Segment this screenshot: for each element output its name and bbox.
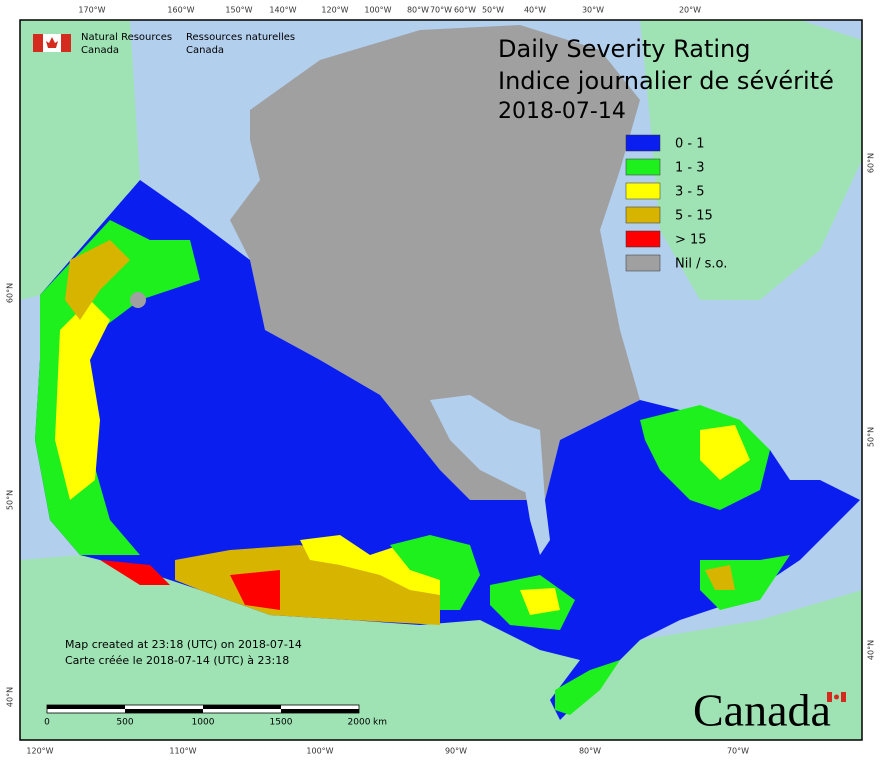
lon-label: 90°W: [445, 747, 467, 756]
alaska: [20, 20, 140, 300]
legend-label: 5 - 15: [675, 209, 713, 224]
flag-bar: [827, 692, 832, 702]
flag-bar: [33, 34, 43, 52]
wordmark-flag: [827, 692, 846, 702]
james-bay: [525, 490, 550, 555]
agency-fr: Ressources naturelles: [186, 32, 295, 43]
scale-label: 1000: [192, 718, 215, 728]
nrcan-logo: [33, 34, 71, 52]
lat-label: 50°N: [867, 427, 876, 447]
lat-label: 40°N: [867, 640, 876, 660]
legend-swatch: [625, 134, 661, 152]
severity-region: [65, 240, 130, 320]
severity-region: [130, 292, 146, 308]
lon-label: 70°W: [430, 6, 452, 15]
wordmark: Canada: [693, 685, 831, 736]
lat-label: 40°N: [6, 687, 15, 707]
lon-label: 40°W: [524, 6, 546, 15]
severity-region: [230, 570, 280, 610]
lon-label: 110°W: [169, 747, 196, 756]
lon-label: 60°W: [454, 6, 476, 15]
legend-label: Nil / s.o.: [675, 257, 727, 272]
lon-label: 140°W: [269, 6, 296, 15]
lon-label: 120°W: [26, 747, 53, 756]
legend-swatch: [625, 158, 661, 176]
title: Daily Severity Rating: [498, 35, 750, 63]
legend-swatch: [625, 230, 661, 248]
scale-segment: [47, 705, 125, 709]
legend-swatch: [625, 254, 661, 272]
greenland: [640, 20, 862, 300]
arctic-nil: [230, 25, 640, 500]
severity-region: [175, 545, 440, 625]
flag-bar: [841, 692, 846, 702]
scale-segment: [281, 709, 359, 713]
legend-swatch: [625, 182, 661, 200]
severity-region: [55, 300, 110, 500]
maple-leaf: [46, 37, 58, 48]
date: 2018-07-14: [498, 99, 626, 124]
scale-unit: km: [373, 718, 387, 728]
flag-bar: [61, 34, 71, 52]
title-fr: Indice journalier de sévérité: [498, 67, 834, 95]
severity-region: [390, 535, 480, 610]
lon-label: 150°W: [225, 6, 252, 15]
hudson-bay: [430, 395, 545, 500]
scale-label: 500: [116, 718, 133, 728]
legend-label: 3 - 5: [675, 185, 705, 200]
severity-region: [700, 425, 750, 480]
note: Carte créée le 2018-07-14 (UTC) à 23:18: [65, 654, 289, 667]
agency-fr: Canada: [186, 45, 224, 56]
lon-label: 100°W: [306, 747, 333, 756]
maple-leaf: [834, 694, 839, 700]
scale-label: 0: [44, 718, 50, 728]
lon-label: 80°W: [407, 6, 429, 15]
lon-label: 160°W: [167, 6, 194, 15]
scale-label: 1500: [270, 718, 293, 728]
scale-segment: [203, 705, 281, 709]
legend-label: > 15: [675, 233, 707, 248]
lon-label: 30°W: [582, 6, 604, 15]
lon-label: 120°W: [321, 6, 348, 15]
severity-region: [705, 565, 735, 590]
severity-region: [520, 588, 560, 615]
agency-en: Canada: [81, 45, 119, 56]
lon-label: 50°W: [482, 6, 504, 15]
lon-label: 20°W: [679, 6, 701, 15]
lat-label: 50°N: [6, 490, 15, 510]
legend-label: 0 - 1: [675, 137, 705, 152]
note: Map created at 23:18 (UTC) on 2018-07-14: [65, 638, 302, 651]
legend-swatch: [625, 206, 661, 224]
severity-region: [555, 660, 620, 715]
legend-label: 1 - 3: [675, 161, 705, 176]
scale-segment: [125, 709, 203, 713]
lon-label: 170°W: [78, 6, 105, 15]
usa: [20, 555, 862, 740]
severity-region: [100, 560, 170, 585]
frame: [19, 19, 863, 741]
lat-label: 60°N: [6, 283, 15, 303]
scale-label: 2000: [348, 718, 371, 728]
lat-label: 60°N: [867, 153, 876, 173]
lon-label: 100°W: [364, 6, 391, 15]
agency-en: Natural Resources: [81, 32, 172, 43]
lon-label: 80°W: [579, 747, 601, 756]
lon-label: 70°W: [727, 747, 749, 756]
